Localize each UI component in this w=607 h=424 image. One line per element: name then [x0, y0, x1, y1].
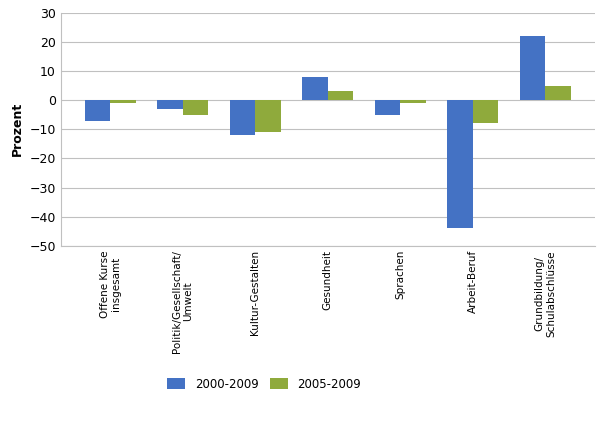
- Bar: [473, 100, 498, 123]
- Bar: [328, 92, 353, 100]
- Bar: [110, 100, 136, 103]
- Bar: [85, 100, 110, 120]
- Bar: [520, 36, 545, 100]
- Bar: [183, 100, 208, 115]
- Legend: 2000-2009, 2005-2009: 2000-2009, 2005-2009: [163, 373, 366, 396]
- Bar: [256, 100, 280, 132]
- Bar: [375, 100, 400, 115]
- Bar: [400, 100, 426, 103]
- Y-axis label: Prozent: Prozent: [11, 102, 24, 156]
- Bar: [157, 100, 183, 109]
- Bar: [230, 100, 256, 135]
- Bar: [302, 77, 328, 100]
- Bar: [545, 86, 571, 100]
- Bar: [447, 100, 473, 229]
